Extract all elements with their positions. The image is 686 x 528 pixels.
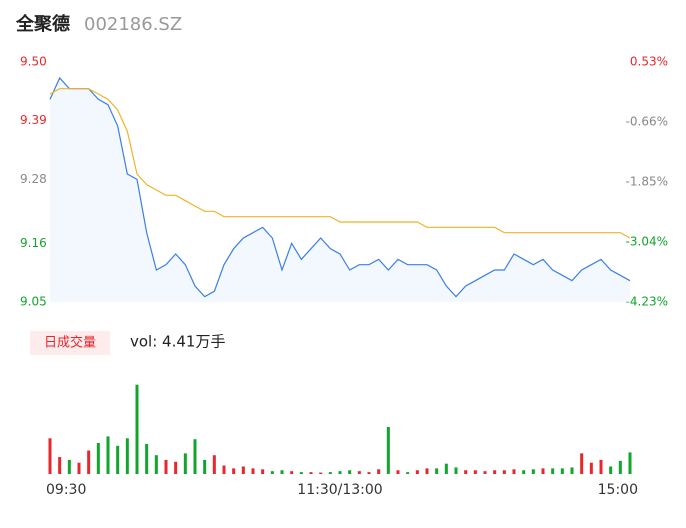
price-area — [50, 78, 630, 302]
volume-bar — [96, 442, 100, 474]
volume-bar — [357, 471, 361, 474]
volume-bar — [232, 468, 236, 474]
volume-bar — [222, 465, 226, 474]
volume-tab-label[interactable]: 日成交量 — [44, 335, 96, 351]
volume-bar — [58, 457, 62, 474]
volume-bar — [309, 472, 313, 474]
volume-bar — [87, 450, 91, 474]
volume-bar — [386, 427, 390, 474]
volume-bar — [251, 468, 255, 474]
y-tick-label: 9.50 — [20, 55, 47, 69]
volume-bar — [425, 468, 429, 474]
volume-bar — [270, 471, 274, 474]
y-tick-label: 9.05 — [20, 295, 47, 309]
volume-bar — [522, 470, 526, 474]
volume-bar — [290, 471, 294, 474]
volume-bar — [512, 469, 516, 474]
y-tick-label: 9.28 — [20, 172, 47, 186]
volume-bar — [145, 443, 149, 474]
volume-bar — [77, 462, 81, 474]
volume-bar — [135, 384, 139, 474]
volume-bar — [473, 470, 477, 474]
volume-bar — [164, 459, 168, 474]
volume-bar — [154, 455, 158, 474]
volume-bar — [377, 469, 381, 474]
volume-bar — [67, 459, 71, 474]
volume-bar — [560, 468, 564, 474]
volume-bar — [125, 438, 129, 474]
y2-tick-label: -4.23% — [626, 295, 668, 309]
volume-bar — [261, 469, 265, 474]
y-tick-label: 9.39 — [20, 113, 47, 127]
volume-bar — [328, 472, 332, 474]
y2-tick-label: -0.66% — [626, 115, 668, 129]
volume-bar — [367, 472, 371, 474]
x-tick-label: 15:00 — [598, 482, 638, 498]
volume-bar — [174, 461, 178, 474]
price-line — [49, 76, 631, 298]
volume-bar — [319, 472, 323, 474]
volume-bar — [435, 468, 439, 474]
volume-bar — [193, 439, 197, 474]
volume-bar — [483, 471, 487, 474]
volume-bar — [203, 459, 207, 474]
stock-name: 全聚德 — [15, 13, 70, 35]
volume-bar — [628, 452, 632, 474]
volume-bar — [106, 436, 110, 474]
volume-bar — [299, 472, 303, 474]
volume-bar — [589, 462, 593, 474]
y2-tick-label: 0.53% — [630, 55, 668, 69]
volume-bar — [551, 468, 555, 474]
volume-bar — [396, 470, 400, 474]
volume-bar — [541, 468, 545, 474]
volume-bar — [493, 470, 497, 474]
volume-bar — [348, 470, 352, 474]
volume-bar — [502, 470, 506, 474]
volume-bar — [609, 466, 613, 474]
volume-bar — [454, 467, 458, 474]
y2-tick-label: -1.85% — [626, 175, 668, 189]
y-tick-label: 9.16 — [20, 236, 47, 250]
volume-bar — [116, 445, 120, 474]
volume-bar — [444, 463, 448, 474]
volume-bar — [570, 467, 574, 474]
x-tick-label: 09:30 — [46, 482, 86, 498]
volume-bar — [212, 455, 216, 474]
stock-code: 002186.SZ — [84, 14, 182, 35]
volume-bar — [241, 466, 245, 474]
volume-bar — [183, 453, 187, 474]
volume-label: vol: 4.41万手 — [130, 333, 225, 351]
volume-bar — [531, 469, 535, 474]
volume-bar — [338, 471, 342, 474]
volume-bar — [48, 438, 52, 474]
volume-bar — [280, 470, 284, 474]
volume-bar — [599, 459, 603, 474]
x-tick-label: 11:30/13:00 — [297, 482, 382, 498]
volume-tab[interactable] — [30, 331, 110, 355]
volume-bar — [464, 470, 468, 474]
average-line — [49, 88, 631, 239]
volume-bar — [580, 453, 584, 474]
volume-bar — [415, 470, 419, 474]
volume-bar — [406, 472, 410, 474]
volume-bar — [618, 460, 622, 474]
y2-tick-label: -3.04% — [626, 235, 668, 249]
